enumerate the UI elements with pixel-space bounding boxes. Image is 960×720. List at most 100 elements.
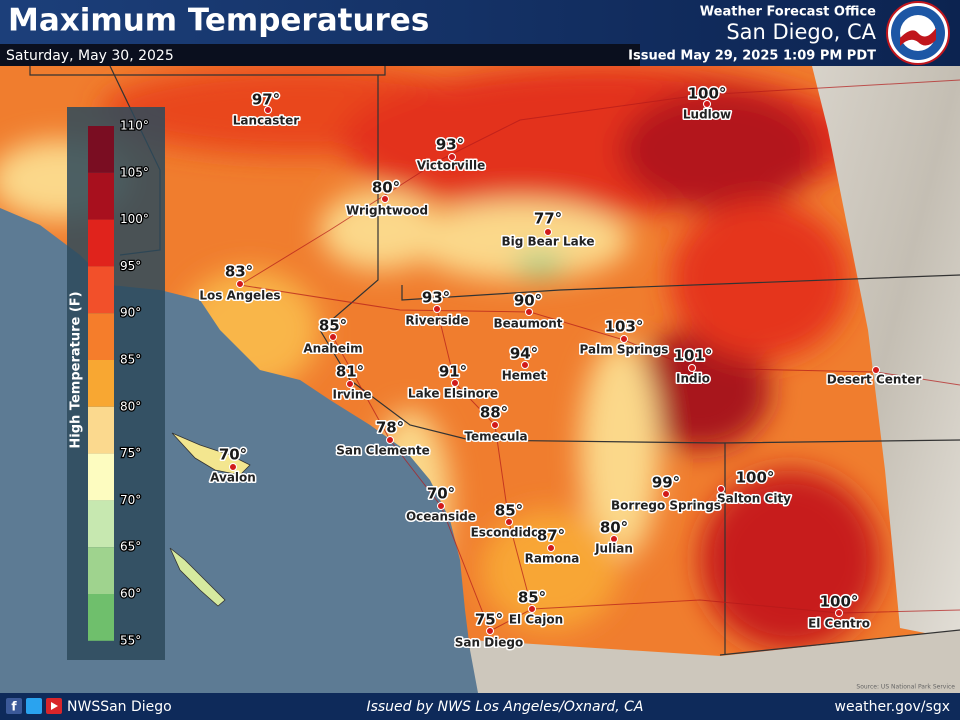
city-name: Victorville bbox=[417, 159, 486, 173]
city-dot bbox=[236, 280, 244, 288]
city-temp: 80° bbox=[600, 519, 628, 537]
city-name: Los Angeles bbox=[199, 289, 280, 303]
city-name: Julian bbox=[594, 542, 633, 556]
legend-swatch bbox=[88, 219, 114, 267]
city-name: Riverside bbox=[405, 314, 468, 328]
legend-swatch bbox=[88, 266, 114, 314]
legend-swatch bbox=[88, 360, 114, 407]
legend-tick-label: 85° bbox=[120, 353, 141, 367]
island bbox=[169, 547, 226, 607]
city-temp: 97° bbox=[252, 91, 280, 109]
legend-swatch bbox=[88, 547, 114, 594]
city-dot bbox=[329, 333, 337, 341]
relief-area bbox=[812, 66, 960, 640]
legend: 110° 105° 100° 95° 90° 85° 80° 75° 70° 65° 60° 55° H… bbox=[69, 117, 151, 648]
city-name: Palm Springs bbox=[580, 343, 669, 357]
legend-swatch bbox=[88, 594, 114, 641]
temperature-shading bbox=[0, 65, 880, 650]
city-name: Hemet bbox=[502, 369, 547, 383]
website[interactable]: weather.gov/sgx bbox=[835, 699, 950, 715]
legend-swatch bbox=[88, 453, 114, 501]
city-dot bbox=[264, 106, 272, 114]
nws-logo bbox=[886, 1, 950, 65]
cities: 97° Lancaster 100° Ludlow 93° Victorville 80° W… bbox=[198, 83, 923, 651]
city-name: Irvine bbox=[333, 388, 372, 402]
city-dot bbox=[386, 436, 394, 444]
source-note: Source: US National Park Service bbox=[856, 684, 955, 691]
city-name: Lancaster bbox=[233, 114, 300, 128]
city-temp: 103° bbox=[605, 318, 644, 336]
legend-tick-label: 80° bbox=[120, 399, 141, 413]
city-name: Avalon bbox=[210, 471, 256, 485]
city-temp: 100° bbox=[736, 469, 775, 487]
city-temp: 93° bbox=[436, 136, 464, 154]
city-dot bbox=[505, 518, 513, 526]
legend-tick-label: 90° bbox=[120, 306, 141, 320]
city-name: Desert Center bbox=[827, 373, 922, 387]
legend-tick-label: 110° bbox=[120, 119, 149, 133]
city-name: El Cajon bbox=[509, 613, 563, 627]
youtube-glyph bbox=[51, 702, 58, 710]
city-temp: 83° bbox=[225, 263, 253, 281]
legend-swatch bbox=[88, 172, 114, 220]
city-dot bbox=[491, 421, 499, 429]
legend-tick-label: 55° bbox=[120, 633, 141, 647]
legend-tick-label: 65° bbox=[120, 540, 141, 554]
social-handle[interactable]: NWSSan Diego bbox=[67, 699, 172, 715]
city-temp: 87° bbox=[537, 527, 565, 545]
city-name: San Clemente bbox=[336, 444, 430, 458]
city-temp: 99° bbox=[652, 474, 680, 492]
city-name: Beaumont bbox=[494, 317, 563, 331]
city-name: San Diego bbox=[455, 636, 524, 650]
city-temp: 91° bbox=[439, 363, 467, 381]
city-dot bbox=[448, 153, 456, 161]
city-dot bbox=[620, 335, 628, 343]
date-bar bbox=[0, 44, 640, 66]
city-name: Oceanside bbox=[406, 510, 476, 524]
city-dot bbox=[381, 195, 389, 203]
legend-tick-label: 105° bbox=[120, 165, 149, 179]
issued-by: Issued by NWS Los Angeles/Oxnard, CA bbox=[366, 699, 643, 715]
city-dot bbox=[521, 361, 529, 369]
city-dot bbox=[610, 535, 618, 543]
city-temp: 88° bbox=[480, 404, 508, 422]
legend-tick-label: 70° bbox=[120, 493, 141, 507]
legend-swatch bbox=[88, 313, 114, 360]
city-dot bbox=[835, 609, 843, 617]
legend-tick-label: 75° bbox=[120, 446, 141, 460]
city-dot bbox=[437, 502, 445, 510]
city-temp: 100° bbox=[820, 593, 859, 611]
city-temp: 100° bbox=[688, 85, 727, 103]
facebook-icon[interactable] bbox=[6, 698, 22, 714]
title: Maximum Temperatures bbox=[8, 3, 429, 39]
relief-area bbox=[470, 630, 960, 693]
city-temp: 90° bbox=[514, 292, 542, 310]
legend-title: High Temperature (F) bbox=[69, 291, 84, 448]
facebook-glyph: f bbox=[11, 700, 17, 714]
city-name: Wrightwood bbox=[346, 204, 428, 218]
city-temp: 85° bbox=[319, 317, 347, 335]
city-dot bbox=[525, 308, 533, 316]
city-name: Temecula bbox=[464, 430, 527, 444]
city-dot bbox=[544, 228, 552, 236]
issued: Issued May 29, 2025 1:09 PM PDT bbox=[628, 49, 876, 64]
city-temp: 81° bbox=[336, 363, 364, 381]
city-dot bbox=[346, 380, 354, 388]
legend-panel bbox=[67, 107, 165, 660]
date: Saturday, May 30, 2025 bbox=[6, 48, 174, 64]
city-dot bbox=[433, 305, 441, 313]
legend-tick-label: 60° bbox=[120, 587, 141, 601]
twitter-icon[interactable] bbox=[26, 698, 42, 714]
city-dot bbox=[451, 379, 459, 387]
city-name: Lake Elsinore bbox=[408, 387, 498, 401]
city-name: El Centro bbox=[808, 617, 870, 631]
location: San Diego, CA bbox=[726, 20, 876, 44]
city-temp: 77° bbox=[534, 210, 562, 228]
city-name: Borrego Springs bbox=[611, 499, 721, 513]
city-temp: 85° bbox=[518, 589, 546, 607]
legend-tick-label: 95° bbox=[120, 259, 141, 273]
city-dot bbox=[662, 490, 670, 498]
footer bbox=[0, 693, 960, 720]
city-dot bbox=[547, 544, 555, 552]
